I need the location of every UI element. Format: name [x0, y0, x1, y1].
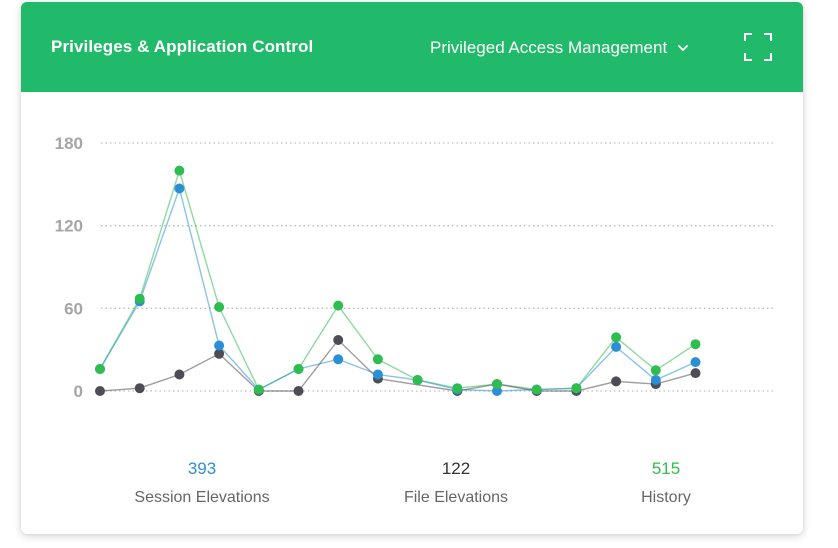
data-point[interactable]	[214, 348, 225, 359]
y-tick-label: 180	[55, 134, 83, 153]
line-chart: 180 120 60 0	[55, 134, 773, 401]
data-point[interactable]	[214, 340, 225, 351]
widget-card: Privileges & Application Control Privile…	[21, 2, 803, 534]
data-point[interactable]	[293, 364, 304, 374]
stat-file-elevations-label: File Elevations	[403, 489, 509, 506]
data-point[interactable]	[452, 383, 463, 394]
data-point[interactable]	[611, 332, 622, 343]
stat-session-elevations-label: Session Elevations	[134, 489, 270, 506]
data-point[interactable]	[690, 339, 701, 350]
stat-session-elevations-value: 393	[187, 459, 217, 478]
stat-file-elevations-value: 122	[441, 459, 471, 478]
data-point[interactable]	[333, 354, 344, 365]
data-point[interactable]	[571, 383, 582, 394]
stat-session-elevations[interactable]: 393 Session Elevations	[92, 457, 312, 509]
card-header: Privileges & Application Control Privile…	[21, 2, 803, 92]
data-point[interactable]	[412, 375, 423, 385]
data-point[interactable]	[650, 375, 661, 385]
data-point[interactable]	[253, 384, 264, 395]
stat-history-label: History	[641, 489, 691, 506]
data-point[interactable]	[214, 302, 225, 312]
data-point[interactable]	[293, 386, 304, 396]
series-layer	[95, 165, 701, 396]
data-point[interactable]	[690, 357, 701, 368]
card-title: Privileges & Application Control	[51, 37, 314, 56]
data-point[interactable]	[611, 341, 622, 352]
data-point[interactable]	[333, 335, 344, 345]
y-axis-ticks: 180 120 60 0	[55, 134, 83, 401]
expand-icon[interactable]	[743, 32, 773, 62]
data-point[interactable]	[492, 379, 502, 390]
y-tick-label: 0	[74, 382, 83, 401]
data-point[interactable]	[174, 369, 185, 380]
chevron-down-icon	[678, 45, 689, 51]
data-point[interactable]	[174, 183, 185, 194]
data-point[interactable]	[95, 386, 105, 396]
data-point[interactable]	[650, 365, 661, 376]
data-point[interactable]	[372, 354, 383, 365]
data-point[interactable]	[174, 165, 185, 176]
series-line	[99, 338, 696, 392]
data-point[interactable]	[333, 300, 344, 311]
data-point[interactable]	[492, 386, 502, 396]
data-point[interactable]	[134, 383, 145, 394]
y-tick-label: 60	[64, 299, 83, 318]
data-point[interactable]	[134, 293, 145, 304]
dropdown-value: Privileged Access Management	[430, 38, 668, 57]
data-point[interactable]	[611, 376, 622, 387]
module-dropdown[interactable]: Privileged Access Management	[430, 37, 689, 59]
grid-lines	[101, 142, 773, 392]
series-line	[99, 168, 696, 391]
y-tick-label: 120	[55, 217, 83, 236]
data-point[interactable]	[372, 369, 383, 380]
data-point[interactable]	[95, 364, 105, 374]
stat-file-elevations[interactable]: 122 File Elevations	[346, 457, 566, 509]
data-point[interactable]	[531, 384, 542, 395]
stat-history-value: 515	[651, 459, 681, 478]
series-line	[99, 186, 696, 392]
data-point[interactable]	[690, 368, 701, 379]
stat-history[interactable]: 515 History	[556, 457, 776, 509]
